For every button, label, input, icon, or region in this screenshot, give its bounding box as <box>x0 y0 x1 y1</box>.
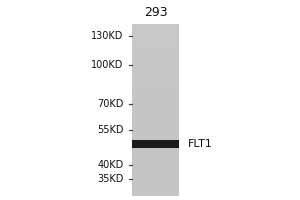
Text: 35KD: 35KD <box>97 174 124 184</box>
Text: 130KD: 130KD <box>91 31 124 41</box>
Text: 55KD: 55KD <box>97 125 124 135</box>
Text: 40KD: 40KD <box>97 160 124 170</box>
Text: 100KD: 100KD <box>91 60 124 70</box>
Text: FLT1: FLT1 <box>188 139 213 149</box>
Text: 70KD: 70KD <box>97 99 124 109</box>
Text: 293: 293 <box>144 6 168 19</box>
Bar <box>132 140 179 148</box>
